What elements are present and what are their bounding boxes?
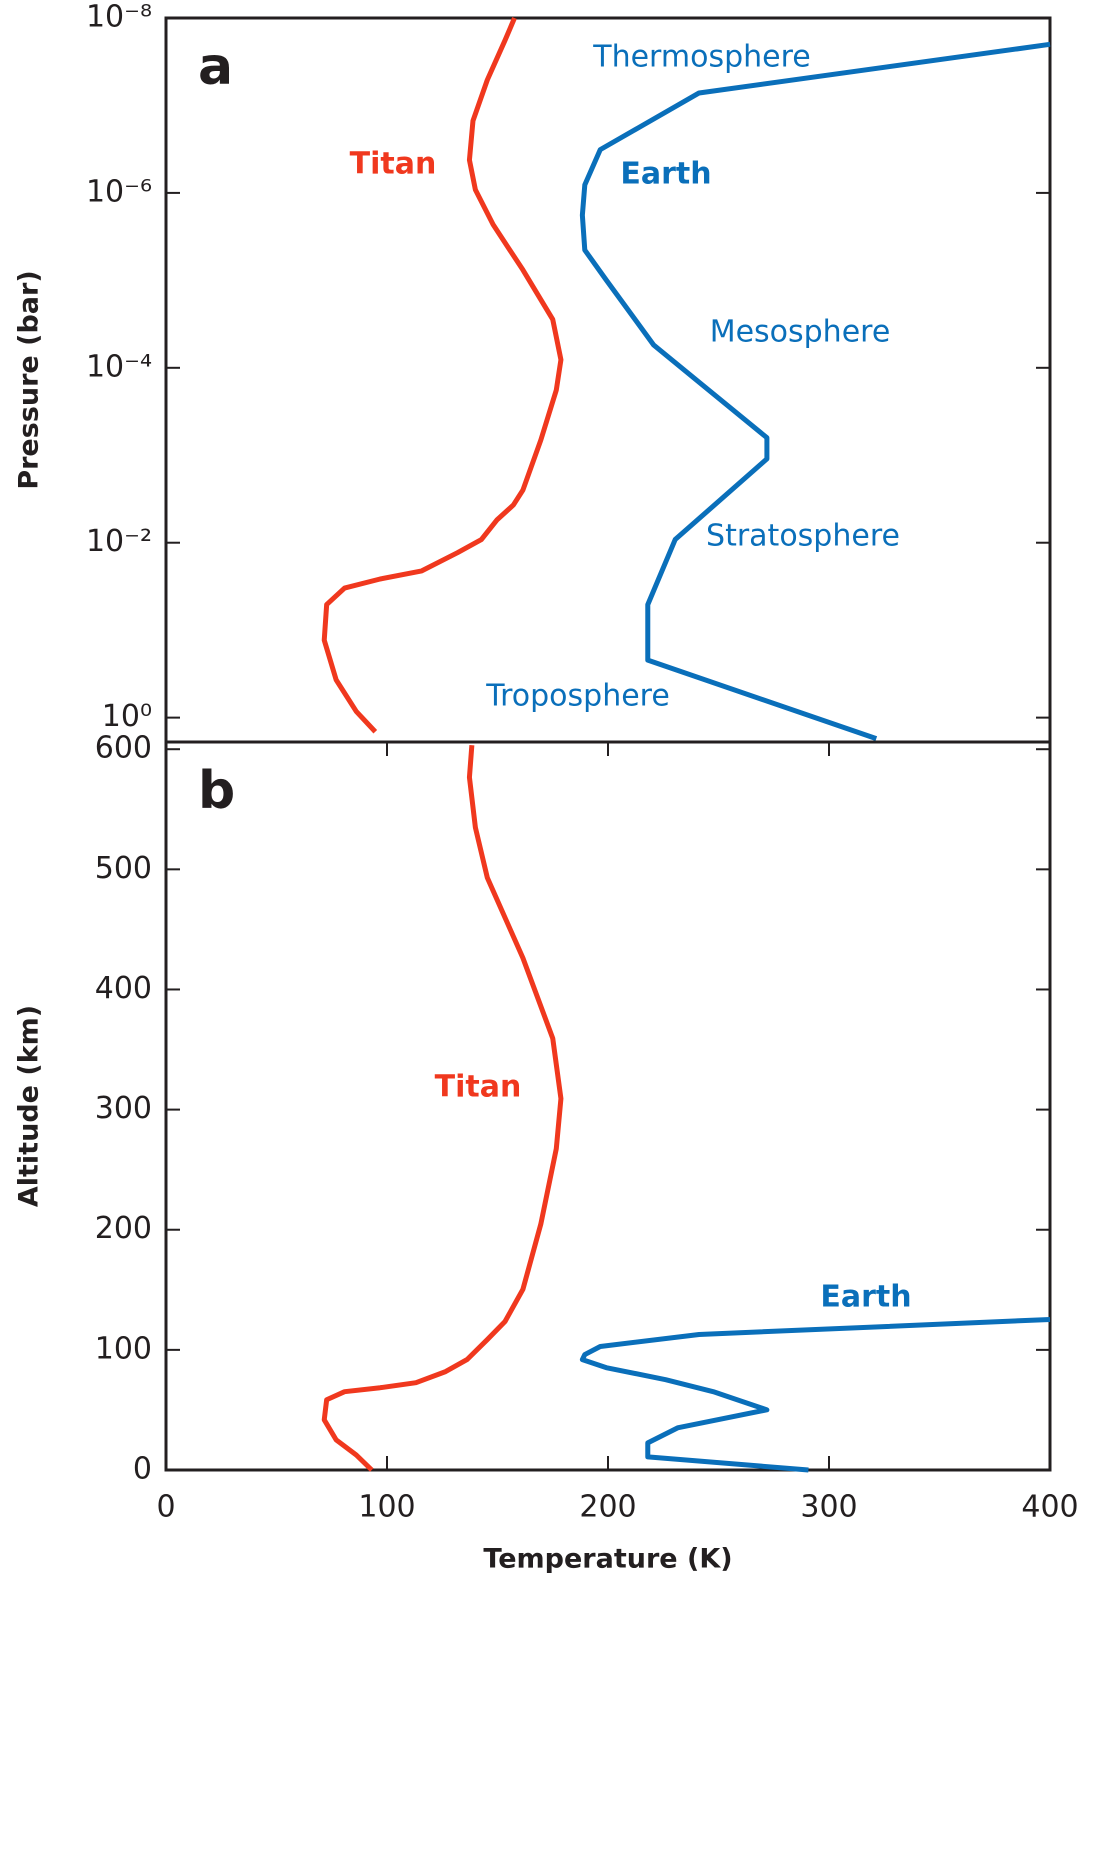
y-tick-label: 10⁻⁸ bbox=[86, 0, 152, 35]
y-tick-label: 10⁻⁶ bbox=[86, 174, 152, 209]
y-axis-title: Altitude (km) bbox=[14, 1005, 45, 1207]
y-tick-label: 100 bbox=[95, 1331, 152, 1366]
annotation: Troposphere bbox=[485, 679, 670, 714]
y-tick-label: 500 bbox=[95, 851, 152, 886]
series-label: Titan bbox=[435, 1070, 522, 1105]
annotation: Thermosphere bbox=[592, 40, 810, 75]
x-tick-label: 100 bbox=[358, 1490, 415, 1525]
x-tick-label: 0 bbox=[156, 1490, 175, 1525]
y-tick-label: 10⁻⁴ bbox=[86, 349, 152, 384]
y-tick-label: 200 bbox=[95, 1211, 152, 1246]
line-series bbox=[321, 17, 564, 734]
y-tick-label: 10⁰ bbox=[102, 699, 152, 734]
annotation: Stratosphere bbox=[706, 519, 900, 554]
plot-frame bbox=[164, 740, 1052, 1472]
line-series bbox=[579, 1316, 1051, 1473]
series-label: Earth bbox=[820, 1280, 911, 1315]
x-tick-label: 400 bbox=[1021, 1490, 1078, 1525]
x-axis-title: Temperature (K) bbox=[483, 1544, 732, 1575]
series-label: Titan bbox=[350, 147, 437, 182]
series-label: Earth bbox=[620, 157, 711, 192]
x-tick-label: 200 bbox=[579, 1490, 636, 1525]
y-tick-label: 600 bbox=[95, 731, 152, 766]
line-series bbox=[321, 745, 564, 1472]
panel-label: a bbox=[198, 37, 233, 97]
x-tick-label: 300 bbox=[800, 1490, 857, 1525]
y-tick-label: 10⁻² bbox=[86, 524, 152, 559]
y-tick-label: 300 bbox=[95, 1091, 152, 1126]
line-series bbox=[579, 41, 1051, 742]
y-axis-title: Pressure (bar) bbox=[14, 270, 45, 489]
plot-frame bbox=[164, 16, 1052, 744]
panel-label: b bbox=[198, 761, 235, 821]
y-tick-label: 400 bbox=[95, 971, 152, 1006]
annotation: Mesosphere bbox=[710, 315, 891, 350]
y-tick-label: 0 bbox=[133, 1452, 152, 1487]
